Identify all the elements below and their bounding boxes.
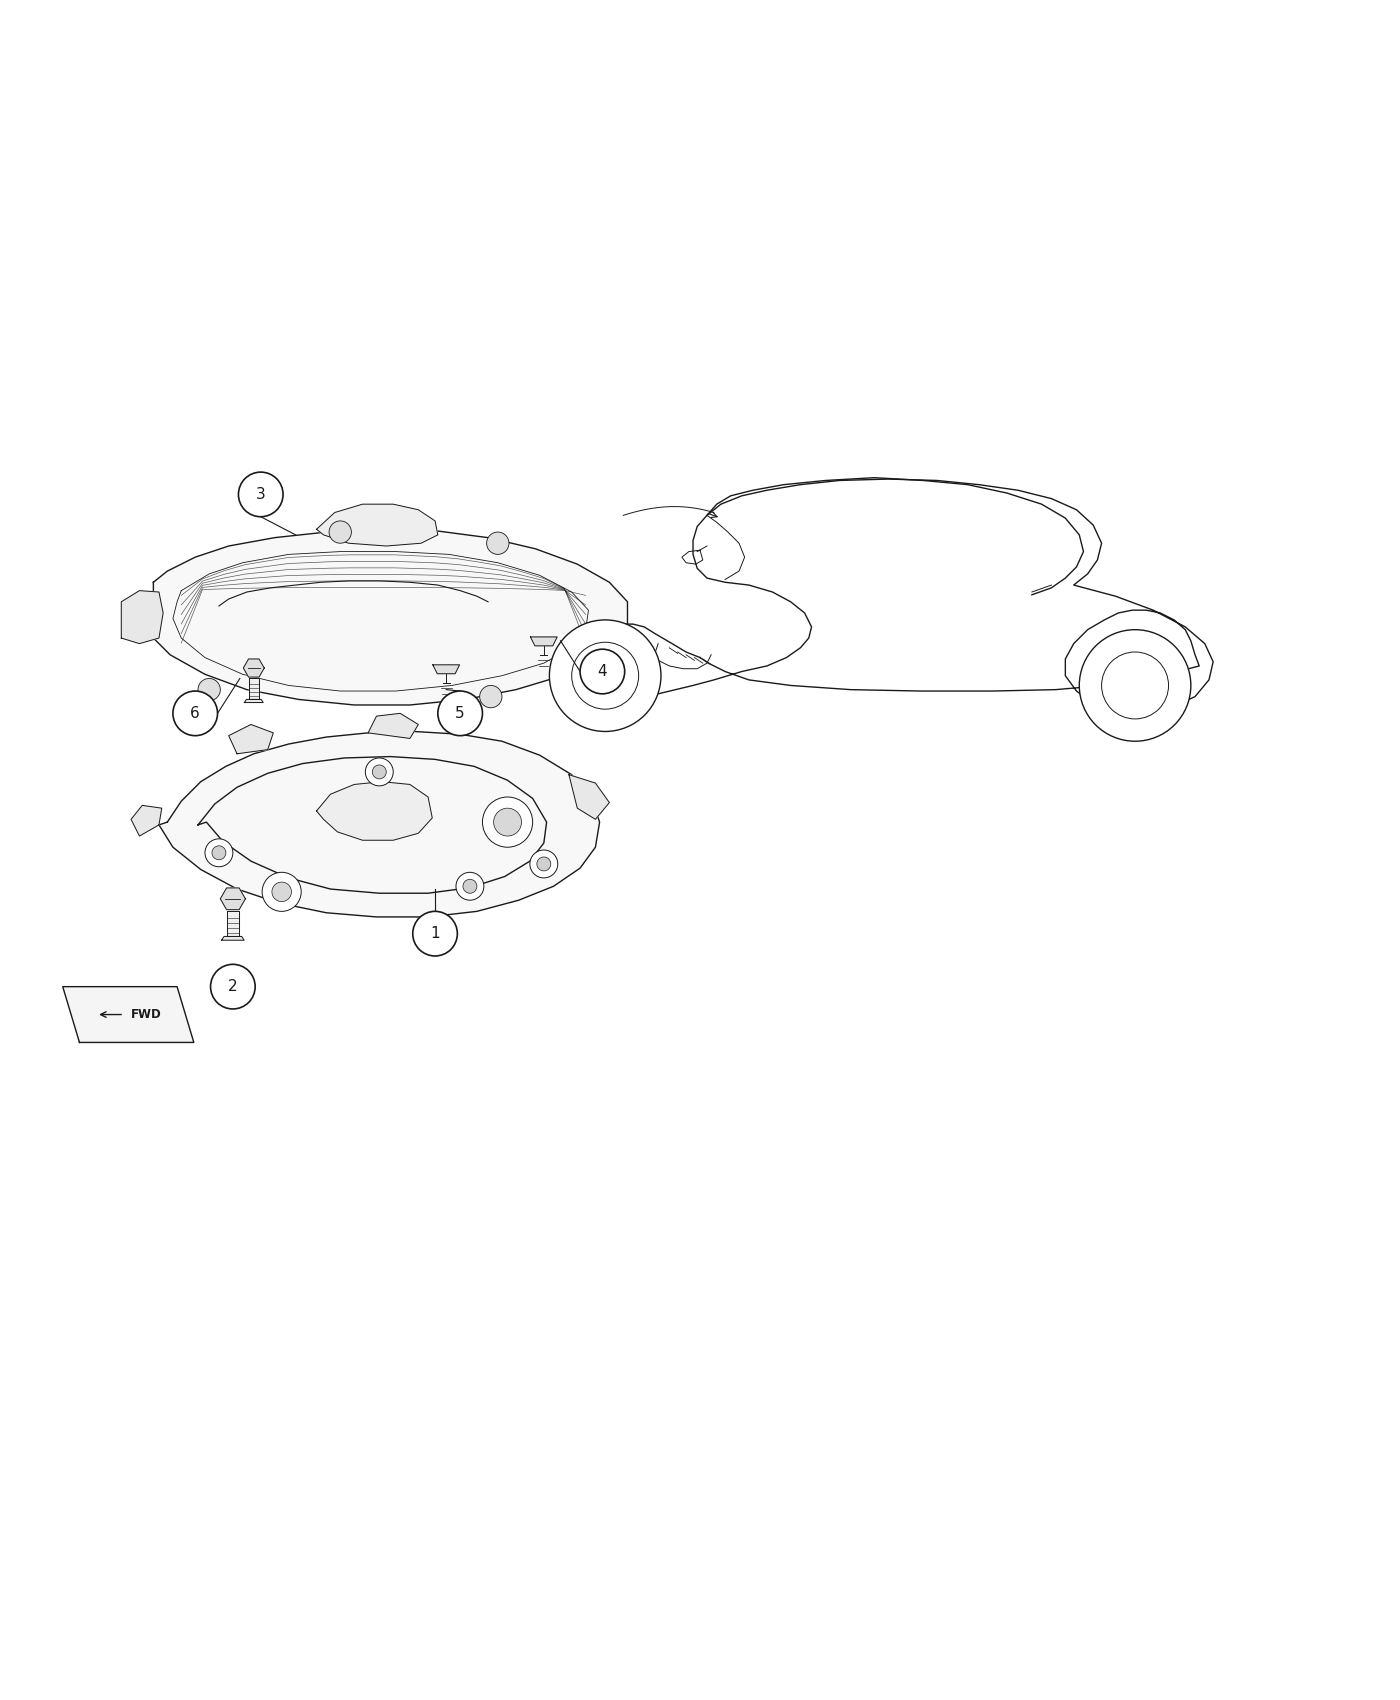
Circle shape	[483, 797, 532, 847]
Circle shape	[438, 690, 483, 736]
Polygon shape	[221, 937, 244, 940]
Polygon shape	[122, 590, 164, 644]
Polygon shape	[245, 699, 263, 702]
Circle shape	[204, 838, 232, 867]
Circle shape	[197, 678, 220, 700]
Polygon shape	[368, 714, 419, 738]
Polygon shape	[146, 529, 627, 706]
Circle shape	[456, 872, 484, 901]
Text: 3: 3	[256, 486, 266, 501]
Polygon shape	[316, 782, 433, 840]
Polygon shape	[132, 806, 162, 836]
Circle shape	[487, 532, 510, 554]
Polygon shape	[160, 731, 599, 916]
Polygon shape	[227, 911, 239, 937]
Polygon shape	[63, 986, 193, 1042]
Polygon shape	[568, 775, 609, 819]
Text: FWD: FWD	[130, 1008, 161, 1022]
Polygon shape	[531, 638, 557, 646]
Text: 5: 5	[455, 706, 465, 721]
Circle shape	[580, 649, 624, 694]
Polygon shape	[249, 678, 259, 699]
Circle shape	[529, 850, 557, 877]
Circle shape	[480, 685, 503, 707]
Circle shape	[211, 847, 225, 860]
Circle shape	[1079, 629, 1191, 741]
Text: 6: 6	[190, 706, 200, 721]
Circle shape	[262, 872, 301, 911]
Polygon shape	[316, 505, 438, 546]
Circle shape	[174, 690, 217, 736]
Circle shape	[536, 857, 550, 870]
Polygon shape	[228, 724, 273, 753]
Circle shape	[413, 911, 458, 955]
Circle shape	[238, 473, 283, 517]
Circle shape	[329, 520, 351, 544]
Polygon shape	[244, 660, 265, 677]
Circle shape	[210, 964, 255, 1010]
Circle shape	[463, 879, 477, 892]
Circle shape	[494, 808, 522, 836]
Polygon shape	[433, 665, 459, 673]
Circle shape	[272, 882, 291, 901]
Text: 2: 2	[228, 979, 238, 994]
Circle shape	[372, 765, 386, 779]
Text: 4: 4	[598, 665, 608, 678]
Text: 1: 1	[430, 927, 440, 942]
Circle shape	[549, 620, 661, 731]
Polygon shape	[220, 887, 245, 910]
Circle shape	[365, 758, 393, 785]
